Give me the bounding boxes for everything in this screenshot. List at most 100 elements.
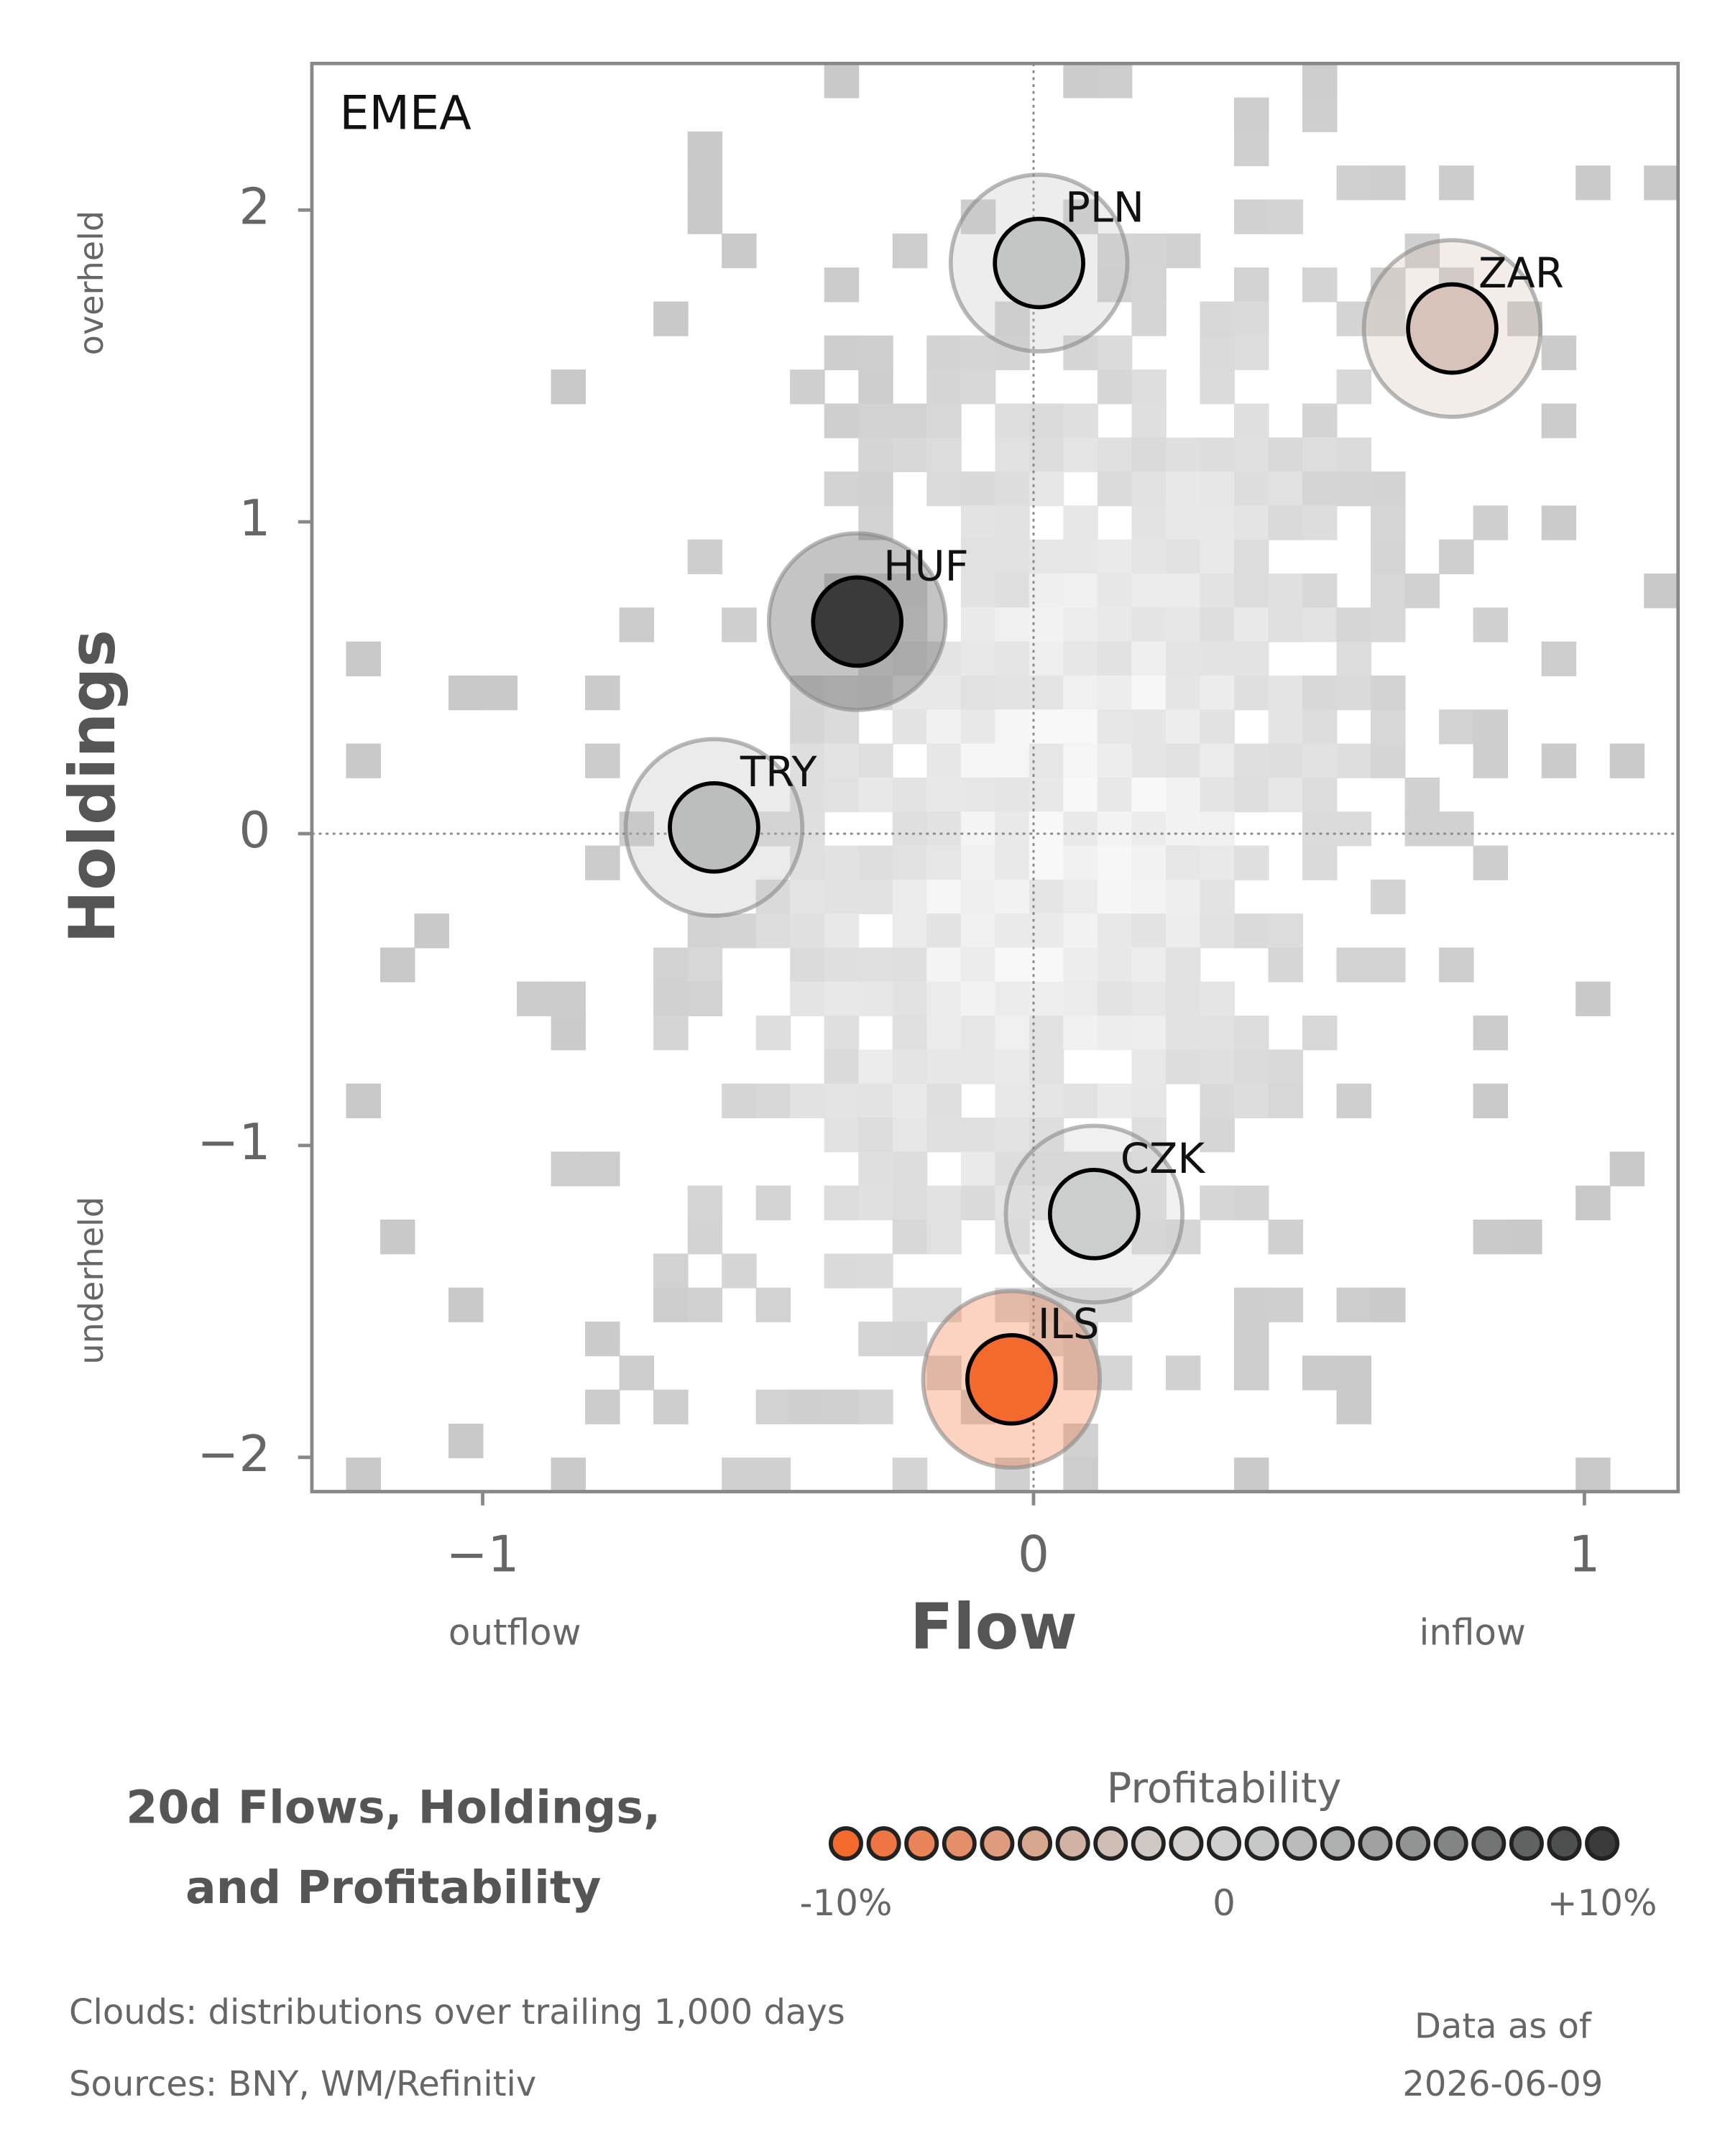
cloud-cell <box>995 1457 1030 1493</box>
point-label: TRY <box>740 748 818 796</box>
cloud-cell <box>1131 675 1167 711</box>
cloud-cell <box>926 1083 962 1119</box>
x-tick-label: −1 <box>446 1526 520 1584</box>
cloud-cell <box>1029 913 1064 949</box>
cloud-cell <box>1233 539 1269 574</box>
cloud-cell <box>1336 1389 1371 1424</box>
cloud-cell <box>790 709 825 745</box>
cloud-cell <box>1336 369 1371 405</box>
cloud-cell <box>1029 709 1064 745</box>
cloud-cell <box>1268 471 1303 507</box>
cloud-cell <box>892 1220 928 1255</box>
cloud-cell <box>1131 505 1167 540</box>
cloud-cell <box>1200 743 1235 778</box>
cloud-cell <box>824 1389 860 1424</box>
cloud-cell <box>1029 981 1064 1017</box>
cloud-cell <box>1302 607 1338 642</box>
cloud-cell <box>858 1118 893 1153</box>
cloud-cell <box>1336 743 1371 778</box>
cloud-cell <box>1200 505 1235 540</box>
plot-frame <box>310 61 1680 1493</box>
title-line: and Profitability <box>185 1861 601 1914</box>
cloud-cell <box>1644 573 1679 609</box>
point <box>668 781 760 874</box>
cloud-cell <box>926 437 962 473</box>
cloud-cell <box>653 947 689 982</box>
cloud-cell <box>892 845 928 880</box>
cloud-cell <box>1097 573 1133 609</box>
cloud-cell <box>380 1220 415 1255</box>
cloud-cell <box>1473 607 1509 642</box>
cloud-cell <box>1541 743 1577 778</box>
point <box>1406 282 1499 375</box>
y-tick-label: 0 <box>239 802 270 860</box>
cloud-cell <box>824 743 860 778</box>
cloud-cell <box>1097 641 1133 676</box>
cloud-cell <box>1063 777 1098 813</box>
cloud-cell <box>858 369 893 405</box>
cloud-cell <box>960 641 996 676</box>
colorbar-swatch <box>1471 1826 1506 1861</box>
cloud-cell <box>892 1015 928 1051</box>
cloud-cell <box>1097 845 1133 880</box>
colorbar-swatch <box>828 1826 863 1861</box>
colorbar-swatch <box>1244 1826 1279 1861</box>
colorbar-swatch <box>1055 1826 1090 1861</box>
colorbar-tick-label: 0 <box>1213 1882 1236 1924</box>
cloud-cell <box>960 1049 996 1084</box>
colorbar-swatch <box>1169 1826 1204 1861</box>
cloud-cell <box>1063 981 1098 1017</box>
cloud-cell <box>1371 1287 1406 1322</box>
cloud-cell <box>1131 267 1167 303</box>
cloud-cell <box>995 1015 1030 1051</box>
cloud-cell <box>1268 1287 1303 1322</box>
cloud-cell <box>858 1049 893 1084</box>
cloud-cell <box>1131 301 1167 336</box>
cloud-cell <box>790 981 825 1017</box>
cloud-cell <box>1097 1355 1133 1391</box>
cloud-cell <box>1200 1015 1235 1051</box>
cloud-cell <box>960 913 996 949</box>
cloud-cell <box>858 981 893 1017</box>
y-low-label: underheld <box>72 1197 111 1365</box>
cloud-cell <box>1439 947 1474 982</box>
cloud-cell <box>1644 165 1679 201</box>
cloud-cell <box>1063 641 1098 676</box>
cloud-cell <box>1473 505 1509 540</box>
title-line: 20d Flows, Holdings, <box>126 1781 661 1834</box>
colorbar-swatch <box>1207 1826 1242 1861</box>
y-tick-label: 1 <box>239 490 270 548</box>
cloud-cell <box>1165 743 1201 778</box>
cloud-cell <box>960 369 996 405</box>
cloud-cell <box>1233 675 1269 711</box>
cloud-cell <box>790 811 825 847</box>
cloud-cell <box>1029 675 1064 711</box>
cloud-cell <box>1200 641 1235 676</box>
cloud-cell <box>892 913 928 949</box>
x-low-label: outflow <box>448 1612 581 1654</box>
cloud-cell <box>653 1389 689 1424</box>
colorbar-swatch <box>1018 1826 1052 1861</box>
cloud-cell <box>824 403 860 438</box>
cloud-cell <box>1233 1015 1269 1051</box>
cloud-cell <box>1233 1287 1269 1322</box>
cloud-cell <box>995 403 1030 438</box>
cloud-cell <box>892 437 928 473</box>
cloud-cell <box>824 1049 860 1084</box>
cloud-cell <box>1063 403 1098 438</box>
cloud-cell <box>1371 301 1406 336</box>
cloud-cell <box>1200 573 1235 609</box>
cloud-cell <box>1200 777 1235 813</box>
cloud-cell <box>755 1185 791 1220</box>
cloud-cell <box>1336 471 1371 507</box>
cloud-cell <box>1063 845 1098 880</box>
cloud-cell <box>551 1457 586 1493</box>
cloud-cell <box>1063 1355 1098 1391</box>
cloud-cell <box>960 573 996 609</box>
point-label: ILS <box>1038 1300 1100 1348</box>
cloud-cell <box>1302 675 1338 711</box>
cloud-cell <box>1200 845 1235 880</box>
cloud-cell <box>1131 1083 1167 1119</box>
cloud-cell <box>755 1389 791 1424</box>
footnote: Clouds: distributions over trailing 1,00… <box>69 1992 845 2032</box>
